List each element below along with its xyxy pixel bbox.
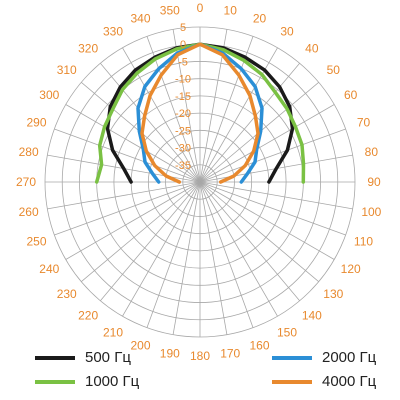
series-line-4000-гц	[140, 42, 260, 184]
grid-spoke	[199, 181, 254, 328]
angle-tick-label: 230	[57, 287, 77, 301]
grid-spoke	[199, 181, 353, 210]
angle-tick-label: 20	[253, 11, 267, 25]
legend-item: 500 Гц	[35, 349, 131, 366]
grid-spoke	[199, 181, 335, 260]
angle-tick-label: 60	[344, 88, 358, 102]
grid-spoke	[81, 181, 201, 282]
angle-tick-labels: 0 102030405060708090100110120130140150160…	[16, 1, 382, 363]
angle-tick-label: 90	[367, 175, 381, 189]
angle-tick-label: 320	[78, 42, 98, 56]
radial-tick-labels: 5 0 -5 -10 -15 -20 -25 -30 -35	[175, 22, 191, 172]
radial-tick-label: -15	[175, 91, 191, 103]
grid-spoke	[172, 181, 201, 335]
radial-tick-label: -10	[175, 74, 191, 86]
angle-tick-label: 250	[26, 235, 46, 249]
angle-tick-label: 10	[224, 4, 238, 18]
legend-label: 500 Гц	[85, 349, 131, 366]
radial-tick-label: 5	[180, 22, 186, 34]
angle-tick-label: 70	[357, 115, 371, 129]
angle-tick-label: 140	[302, 308, 322, 322]
radial-tick-label: -35	[175, 160, 191, 172]
grid-spoke	[47, 181, 201, 210]
angle-tick-label: 280	[19, 145, 39, 159]
angle-tick-label: 220	[78, 308, 98, 322]
angle-tick-label: 240	[39, 262, 59, 276]
angle-tick-label: 340	[130, 11, 150, 25]
grid-spoke	[199, 181, 278, 317]
angle-tick-label: 200	[130, 339, 150, 353]
angle-tick-label: 80	[365, 145, 379, 159]
angle-tick-label: 170	[220, 346, 240, 360]
radial-tick-label: 0	[180, 39, 186, 51]
legend-item: 2000 Гц	[272, 349, 376, 366]
polar-grid	[44, 26, 356, 338]
angle-tick-label: 300	[39, 88, 59, 102]
grid-spoke	[54, 128, 201, 183]
grid-spoke	[199, 181, 300, 301]
grid-spoke	[199, 63, 300, 183]
grid-spoke	[122, 181, 201, 317]
grid-spoke	[65, 181, 201, 260]
legend-item: 1000 Гц	[35, 373, 139, 390]
angle-tick-label: 350	[160, 4, 180, 18]
angle-tick-label: 100	[361, 205, 381, 219]
angle-tick-label: 130	[323, 287, 343, 301]
legend-label: 1000 Гц	[85, 373, 140, 390]
grid-spoke	[65, 104, 201, 183]
angle-tick-label: 330	[103, 24, 123, 38]
legend-label: 2000 Гц	[322, 349, 377, 366]
grid-spoke	[54, 181, 201, 236]
angle-tick-label: 190	[160, 346, 180, 360]
legend-swatch	[272, 379, 312, 384]
grid-spoke	[199, 181, 346, 236]
grid-spoke	[100, 181, 201, 301]
angle-tick-label: 180	[190, 349, 210, 363]
grid-spoke	[199, 181, 228, 335]
angle-tick-label: 0	[197, 1, 204, 15]
angle-tick-label: 160	[249, 339, 269, 353]
legend-swatch	[272, 355, 312, 360]
legend-label: 4000 Гц	[322, 373, 377, 390]
angle-tick-label: 30	[280, 24, 294, 38]
grid-spoke	[146, 181, 201, 328]
angle-tick-label: 290	[26, 115, 46, 129]
angle-tick-label: 50	[327, 63, 341, 77]
grid-spoke	[100, 63, 201, 183]
radial-tick-label: -30	[175, 143, 191, 155]
angle-tick-label: 260	[19, 205, 39, 219]
grid-spoke	[199, 128, 346, 183]
grid-spoke	[199, 181, 319, 282]
radial-tick-label: -25	[175, 125, 191, 137]
angle-tick-label: 270	[16, 175, 36, 189]
series-lines	[94, 42, 306, 184]
radial-tick-label: -20	[175, 108, 191, 120]
angle-tick-label: 310	[57, 63, 77, 77]
legend-swatch	[35, 379, 75, 384]
legend-swatch	[35, 355, 75, 360]
angle-tick-label: 120	[341, 262, 361, 276]
angle-tick-label: 210	[103, 326, 123, 340]
angle-tick-label: 40	[305, 42, 319, 56]
angle-tick-label: 110	[354, 235, 373, 249]
legend-item: 4000 Гц	[272, 373, 376, 390]
grid-spoke	[199, 104, 335, 183]
radial-tick-label: -5	[178, 56, 188, 68]
angle-tick-label: 150	[277, 326, 297, 340]
